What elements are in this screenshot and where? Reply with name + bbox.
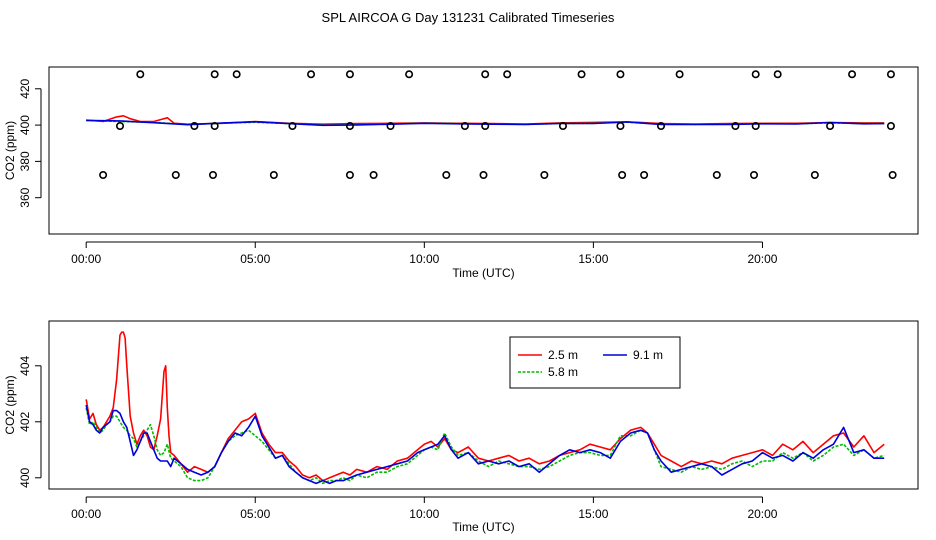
calibration-marker: [190, 121, 199, 130]
y-tick-label: 380: [18, 151, 32, 171]
calibration-marker: [616, 121, 625, 130]
calibration-marker: [751, 70, 760, 79]
calibration-marker: [503, 70, 512, 79]
calibration-marker: [99, 171, 108, 180]
calibration-marker: [618, 171, 627, 180]
calibration-marker: [208, 171, 217, 180]
calibration-marker: [751, 121, 760, 130]
calibration-marker: [481, 70, 490, 79]
calibration-marker: [540, 171, 549, 180]
calibration-marker: [657, 121, 666, 130]
calibration-marker: [345, 121, 354, 130]
calibration-marker: [886, 121, 895, 130]
calibration-marker: [558, 121, 567, 130]
calibration-marker: [210, 70, 219, 79]
plot-frame: [48, 66, 919, 235]
calibration-marker: [442, 171, 451, 180]
y-tick-label: 400: [18, 467, 32, 487]
calibration-marker: [810, 171, 819, 180]
y-axis-label: CO2 (ppm): [3, 375, 17, 434]
x-axis-label: Time (UTC): [452, 266, 514, 280]
y-tick-label: 360: [18, 187, 32, 207]
y-tick-label: 420: [18, 78, 32, 98]
calibration-marker: [460, 121, 469, 130]
overview-panel: 00:00 05:00 10:00 15:00 20:00 Time (UTC) 360 38…: [3, 66, 919, 280]
legend: 2.5 m 9.1 m 5.8 m: [509, 336, 681, 389]
calibration-marker: [481, 121, 490, 130]
calibration-marker: [269, 171, 278, 180]
calibration-marker: [405, 70, 414, 79]
calibration-marker: [307, 70, 316, 79]
calibration-marker: [886, 70, 895, 79]
calibration-marker: [232, 70, 241, 79]
calibration-marker: [369, 171, 378, 180]
calibration-marker: [136, 70, 145, 79]
calibration-marker: [888, 171, 897, 180]
x-tick-label: 10:00: [409, 252, 439, 266]
x-tick-label: 10:00: [409, 507, 439, 521]
x-tick-label: 05:00: [240, 252, 270, 266]
y-tick-label: 404: [18, 355, 32, 375]
x-tick-label: 05:00: [240, 507, 270, 521]
x-tick-label: 00:00: [71, 507, 101, 521]
series-group: [86, 70, 897, 180]
calibration-marker: [750, 171, 759, 180]
y-tick-label: 400: [18, 115, 32, 135]
calibration-marker: [479, 171, 488, 180]
calibration-marker: [675, 70, 684, 79]
series-line-2-5-m: [85, 331, 885, 482]
y-tick-label: 402: [18, 411, 32, 431]
calibration-marker: [616, 70, 625, 79]
calibration-marker: [171, 171, 180, 180]
plot-frame: [48, 320, 919, 490]
x-tick-label: 15:00: [578, 252, 608, 266]
calibration-marker: [577, 70, 586, 79]
x-tick-label: 15:00: [578, 507, 608, 521]
calibration-marker: [288, 121, 297, 130]
calibration-marker: [731, 121, 740, 130]
series-line-5-8-m: [85, 407, 885, 485]
detail-panel: 00:00 05:00 10:00 15:00 20:00 Time (UTC) 400 40…: [3, 320, 919, 534]
series-group: [85, 331, 885, 485]
calibration-marker: [640, 171, 649, 180]
series-line-9-1-m: [85, 404, 885, 485]
calibration-marker: [848, 70, 857, 79]
calibration-marker: [210, 121, 219, 130]
legend-label: 9.1 m: [633, 348, 663, 362]
legend-box: [509, 336, 681, 389]
y-axis-label: CO2 (ppm): [3, 121, 17, 180]
calibration-marker: [386, 121, 395, 130]
legend-label: 5.8 m: [548, 365, 578, 379]
calibration-marker: [712, 171, 721, 180]
legend-label: 2.5 m: [548, 348, 578, 362]
calibration-marker: [345, 171, 354, 180]
x-axis-label: Time (UTC): [452, 520, 514, 534]
series-line-9-1-m: [86, 119, 885, 127]
x-tick-label: 20:00: [747, 252, 777, 266]
calibration-marker: [345, 70, 354, 79]
calibration-marker: [116, 121, 125, 130]
x-tick-label: 00:00: [71, 252, 101, 266]
calibration-marker: [826, 121, 835, 130]
figure-title: SPL AIRCOA G Day 131231 Calibrated Times…: [322, 10, 615, 25]
calibration-marker: [773, 70, 782, 79]
x-tick-label: 20:00: [747, 507, 777, 521]
